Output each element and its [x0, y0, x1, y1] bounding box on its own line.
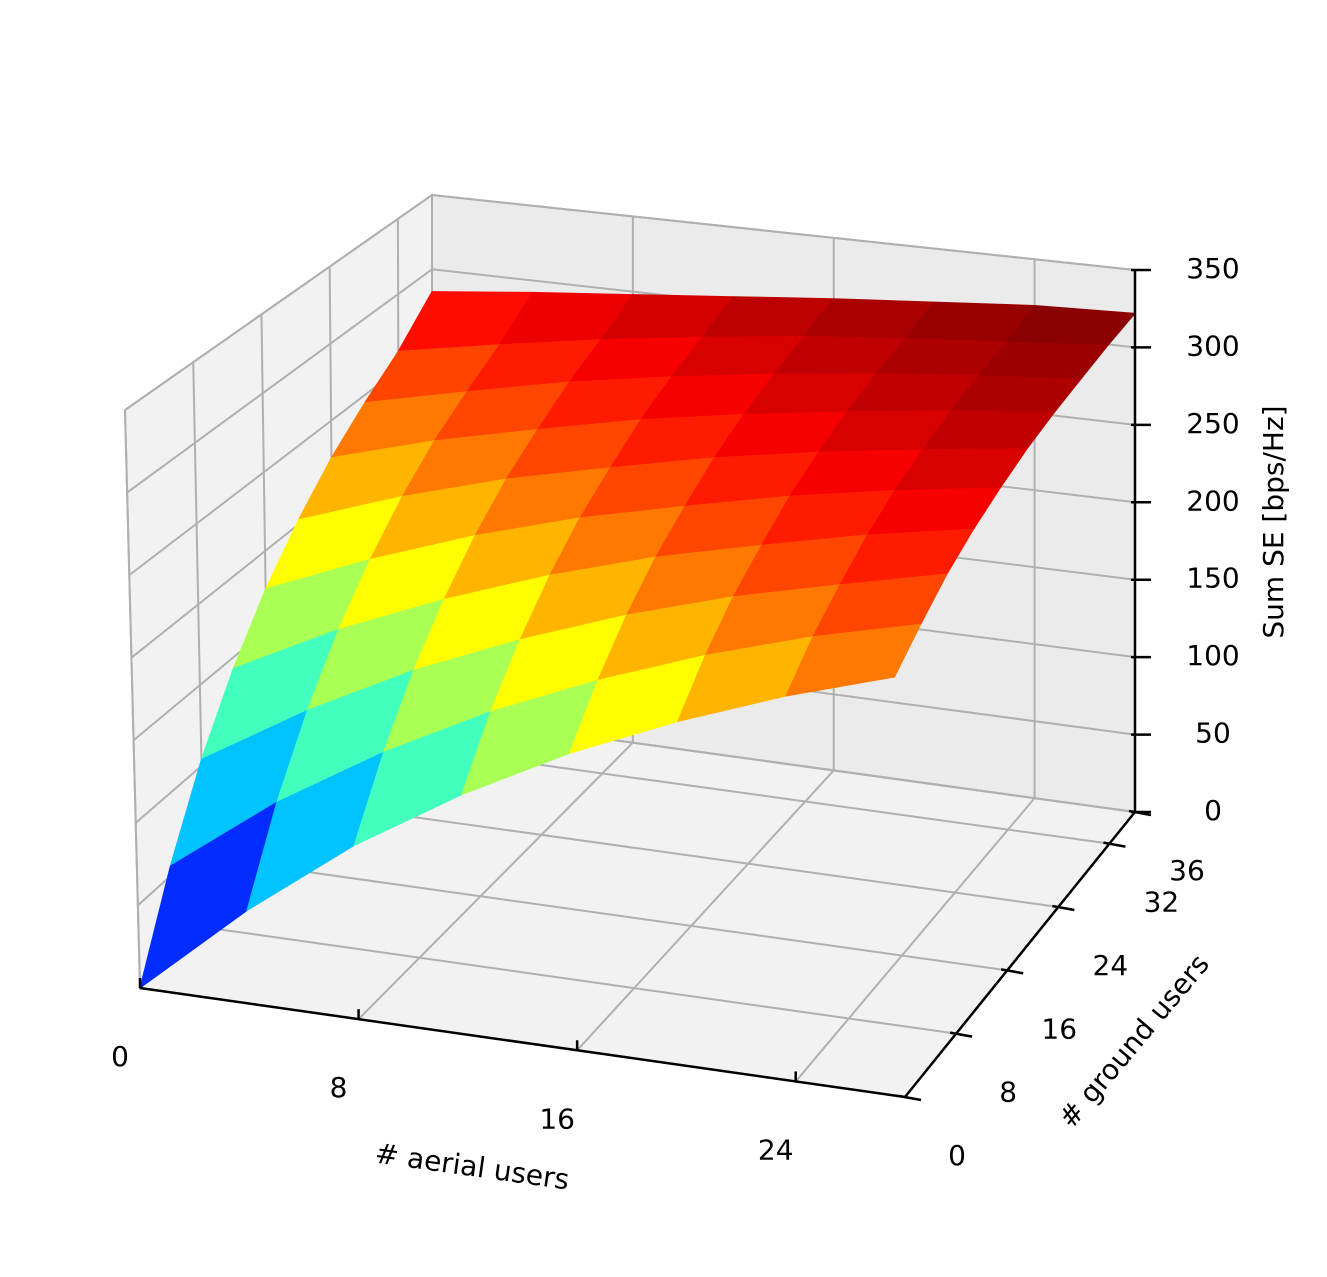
grid-line	[204, 926, 957, 1035]
grid-line	[576, 769, 835, 1051]
tick-mark	[1052, 904, 1075, 912]
x-tick-label: 16	[539, 1102, 575, 1135]
z-tick-label: 200	[1186, 484, 1239, 517]
x-tick-label: 24	[758, 1133, 794, 1166]
tick-mark	[949, 1031, 973, 1038]
axis-line	[139, 986, 906, 1099]
z-tick-label: 100	[1186, 639, 1239, 672]
axis-line	[904, 811, 1136, 1098]
grid-line	[124, 194, 433, 411]
z-tick-label: 150	[1186, 562, 1239, 595]
tick-mark	[1000, 968, 1024, 975]
surface-patch	[785, 623, 922, 697]
y-tick-label: 16	[1041, 1012, 1077, 1045]
x-tick-label: 0	[111, 1040, 129, 1073]
grid-line	[126, 268, 433, 494]
grid-line	[124, 409, 141, 989]
grid-line	[269, 865, 1008, 972]
y-tick-label: 32	[1144, 886, 1180, 919]
y-tick-label: 24	[1093, 949, 1129, 982]
x-tick-label: 8	[330, 1071, 348, 1104]
grid-line	[357, 742, 634, 1020]
z-tick-label: 300	[1186, 329, 1239, 362]
z-axis-label: Sum SE [bps/Hz]	[1257, 405, 1290, 638]
grid-line	[794, 797, 1036, 1083]
y-tick-label: 36	[1169, 854, 1205, 887]
y-tick-label: 8	[999, 1076, 1017, 1109]
y-tick-label: 0	[948, 1139, 966, 1172]
z-tick-label: 50	[1195, 717, 1231, 750]
z-tick-label: 350	[1186, 252, 1239, 285]
z-tick-label: 250	[1186, 407, 1239, 440]
tick-mark	[1103, 841, 1126, 848]
grid-line	[334, 805, 1059, 908]
z-tick-label: 0	[1204, 794, 1222, 827]
grid-line	[431, 194, 1136, 271]
surface	[139, 291, 1136, 989]
